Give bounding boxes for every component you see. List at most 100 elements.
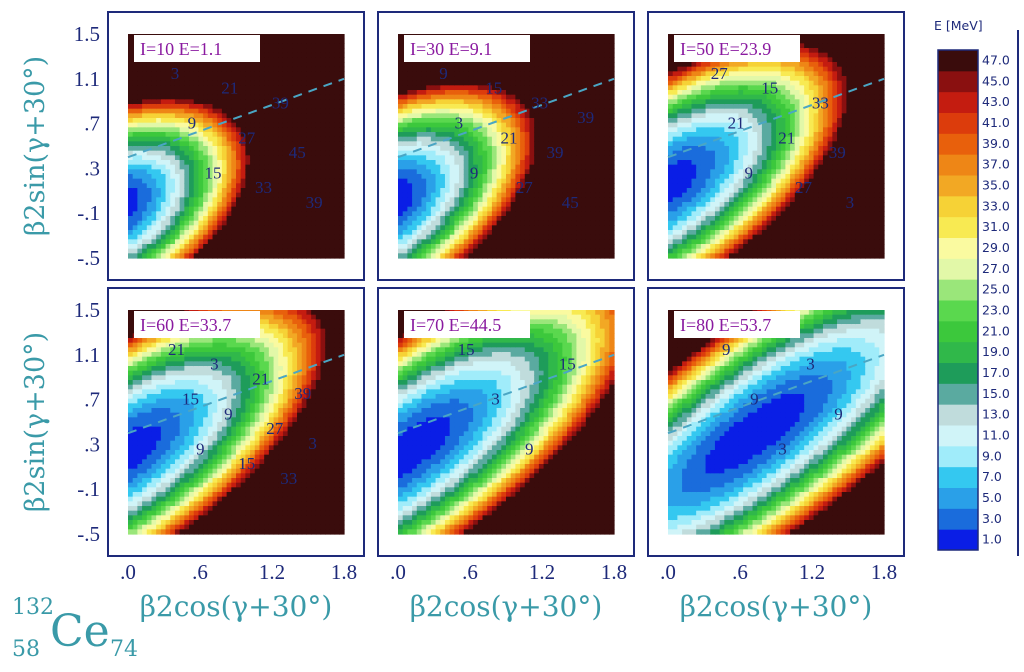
heatmap-cell: [146, 141, 153, 147]
heatmap-cell: [170, 76, 176, 82]
heatmap-cell: [510, 108, 516, 114]
heatmap-cell: [339, 62, 345, 68]
heatmap-cell: [264, 62, 270, 68]
heatmap-cell: [581, 99, 587, 105]
heatmap-cell: [440, 192, 446, 198]
heatmap-cell: [543, 52, 549, 58]
heatmap-cell: [557, 52, 563, 58]
heatmap-cell: [552, 113, 559, 119]
heatmap-cell: [581, 234, 587, 240]
heatmap-cell: [128, 52, 134, 58]
heatmap-cell: [477, 169, 484, 175]
heatmap-cell: [534, 127, 540, 133]
heatmap-cell: [254, 164, 261, 170]
heatmap-cell: [231, 150, 237, 156]
heatmap-cell: [524, 76, 531, 82]
heatmap-cell: [538, 164, 545, 170]
heatmap-cell: [165, 160, 171, 166]
heatmap-cell: [435, 220, 441, 226]
heatmap-cell: [520, 192, 526, 198]
heatmap-cell: [297, 90, 303, 96]
heatmap-cell: [609, 202, 615, 208]
heatmap-cell: [581, 48, 587, 54]
heatmap-cell: [496, 216, 502, 222]
heatmap-cell: [174, 178, 181, 184]
heatmap-cell: [444, 206, 451, 212]
heatmap-cell: [501, 188, 507, 194]
heatmap-cell: [595, 141, 601, 147]
heatmap-cell: [562, 113, 568, 119]
heatmap-cell: [156, 122, 162, 128]
heatmap-cell: [245, 211, 251, 217]
heatmap-cell: [189, 234, 195, 240]
heatmap-cell: [174, 94, 181, 100]
heatmap-cell: [170, 211, 176, 217]
heatmap-cell: [435, 76, 441, 82]
heatmap-cell: [306, 244, 312, 250]
heatmap-cell: [501, 94, 507, 100]
heatmap-cell: [398, 211, 404, 217]
heatmap-cell: [421, 155, 427, 161]
heatmap-cell: [282, 244, 289, 250]
heatmap-cell: [259, 122, 265, 128]
heatmap-cell: [156, 71, 162, 77]
heatmap-cell: [585, 43, 592, 49]
heatmap-cell: [562, 80, 568, 86]
heatmap-cell: [146, 230, 153, 236]
heatmap-cell: [501, 174, 507, 180]
heatmap-cell: [306, 85, 312, 91]
heatmap-cell: [212, 76, 218, 82]
heatmap-cell: [179, 244, 185, 250]
heatmap-cell: [510, 127, 516, 133]
heatmap-cell: [581, 34, 587, 40]
heatmap-cell: [714, 90, 721, 96]
heatmap-cell: [339, 253, 345, 259]
heatmap-cell: [264, 57, 270, 63]
heatmap-cell: [137, 113, 143, 119]
heatmap-cell: [599, 220, 606, 226]
heatmap-cell: [193, 71, 200, 77]
heatmap-cell: [562, 38, 568, 44]
heatmap-cell: [259, 136, 265, 142]
heatmap-cell: [416, 230, 423, 236]
heatmap-cell: [297, 206, 303, 212]
heatmap-cell: [287, 239, 293, 245]
heatmap-cell: [552, 164, 559, 170]
heatmap-cell: [156, 136, 162, 142]
heatmap-cell: [506, 94, 512, 100]
heatmap-cell: [292, 211, 298, 217]
heatmap-cell: [496, 132, 502, 138]
heatmap-cell: [524, 248, 531, 254]
heatmap-cell: [571, 248, 578, 254]
heatmap-cell: [609, 62, 615, 68]
heatmap-cell: [595, 127, 601, 133]
heatmap-cell: [449, 244, 455, 250]
heatmap-cell: [292, 164, 298, 170]
heatmap-cell: [599, 85, 606, 91]
heatmap-cell: [449, 62, 455, 68]
heatmap-cell: [334, 169, 340, 175]
contour-label: 39: [306, 193, 323, 212]
heatmap-cell: [524, 230, 531, 236]
heatmap-cell: [691, 192, 697, 198]
heatmap-cell: [292, 43, 298, 49]
heatmap-cell: [677, 127, 683, 133]
heatmap-cell: [463, 164, 470, 170]
heatmap-cell: [529, 80, 535, 86]
heatmap-cell: [557, 71, 563, 77]
heatmap-cell: [398, 174, 404, 180]
heatmap-cell: [473, 253, 479, 259]
heatmap-cell: [146, 113, 153, 119]
heatmap-cell: [491, 62, 498, 68]
heatmap-cell: [590, 94, 596, 100]
heatmap-cell: [170, 71, 176, 77]
heatmap-cell: [128, 108, 134, 114]
heatmap-cell: [306, 230, 312, 236]
heatmap-cell: [320, 230, 326, 236]
heatmap-cell: [426, 136, 432, 142]
heatmap-cell: [156, 225, 162, 231]
heatmap-cell: [463, 206, 470, 212]
heatmap-cell: [259, 192, 265, 198]
heatmap-cell: [146, 248, 153, 254]
heatmap-cell: [329, 211, 336, 217]
